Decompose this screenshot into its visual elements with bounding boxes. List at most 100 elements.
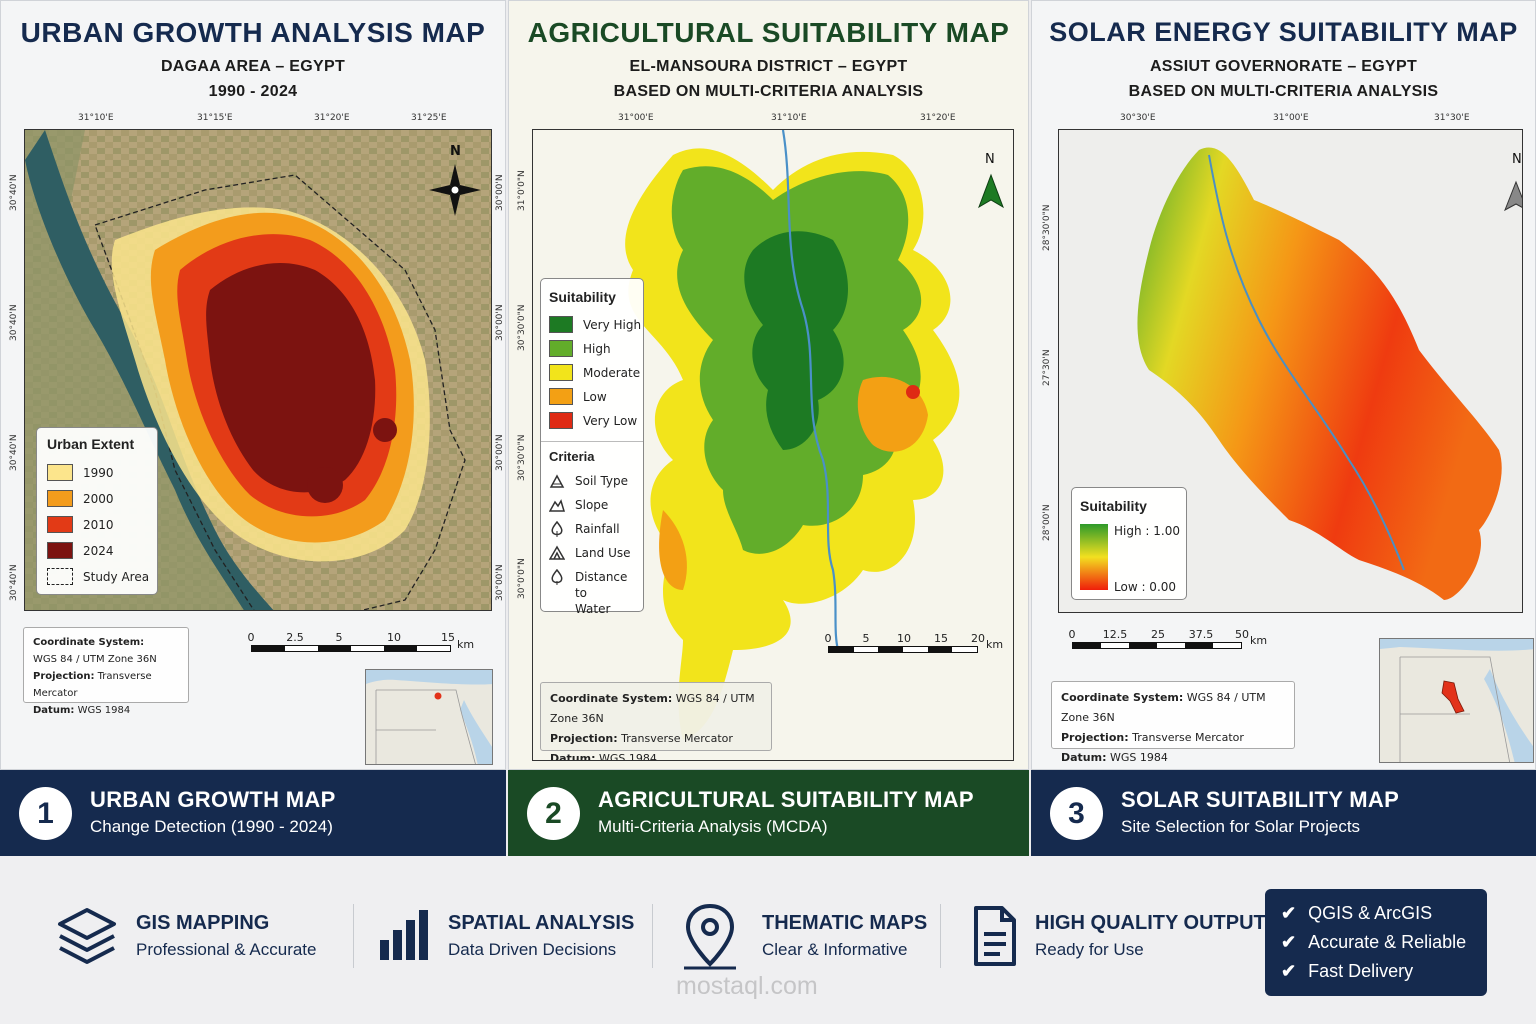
legend-swatch	[549, 340, 573, 357]
legend-title: Suitability	[549, 289, 616, 305]
top-tick: 30°30'E	[1120, 113, 1156, 123]
info-value: WGS 1984	[599, 752, 657, 761]
legend-item: High	[549, 340, 611, 357]
scale-unit: km	[457, 638, 475, 651]
info-label: Projection:	[1061, 731, 1129, 744]
info-label: Coordinate System:	[550, 692, 673, 705]
legend-label: Very High	[583, 317, 642, 332]
feature-subtitle: Professional & Accurate	[136, 940, 317, 959]
solar-map[interactable]: N Suitability High : 1.00 Low : 0.00	[1058, 129, 1523, 613]
legend-label: 2024	[83, 543, 114, 558]
right-tick: 30°00'N	[495, 564, 505, 601]
scale-label: 25	[1151, 628, 1165, 641]
left-tick: 30°40'N	[9, 304, 19, 341]
urban-extent-2024	[206, 262, 397, 503]
agricultural-suitability-panel: AGRICULTURAL SUITABILITY MAP EL-MANSOURA…	[508, 0, 1029, 770]
left-tick: 28°00'N	[1042, 504, 1052, 541]
legend-high-label: High : 1.00	[1114, 524, 1180, 538]
info-label: Projection:	[33, 671, 95, 682]
feature-title: GIS MAPPING	[136, 912, 270, 934]
band-number: 2	[527, 787, 580, 840]
band-agricultural: 2 AGRICULTURAL SUITABILITY MAP Multi-Cri…	[508, 770, 1029, 856]
scale-label: 15	[934, 632, 948, 645]
legend-item: Study Area	[47, 568, 149, 585]
bar-chart-icon	[380, 910, 428, 960]
panel-subtitle: EL-MANSOURA DISTRICT – EGYPT	[629, 58, 908, 75]
check-label: Fast Delivery	[1308, 961, 1414, 981]
left-tick: 30°40'N	[9, 434, 19, 471]
legend-swatch	[549, 364, 573, 381]
document-icon	[974, 906, 1016, 966]
legend-swatch	[47, 542, 73, 559]
criteria-label: Water	[574, 602, 611, 616]
panel-period: 1990 - 2024	[208, 83, 298, 100]
panel-method: BASED ON MULTI-CRITERIA ANALYSIS	[613, 83, 924, 100]
top-tick: 31°15'E	[197, 113, 233, 123]
legend-item: Very Low	[549, 412, 637, 429]
locator-inset	[365, 669, 493, 765]
criteria-item: Rainfall	[549, 521, 620, 537]
north-arrow-icon	[1504, 180, 1522, 212]
criteria-item: Slope	[549, 497, 608, 513]
left-tick: 31°0'0"N	[517, 170, 527, 211]
info-label: Coordinate System:	[1061, 691, 1184, 704]
panel-title: URBAN GROWTH ANALYSIS MAP	[20, 17, 486, 48]
scale-unit: km	[986, 638, 1004, 651]
legend-swatch	[47, 490, 73, 507]
info-label: Datum:	[1061, 751, 1107, 764]
legend-item: Low	[549, 388, 607, 405]
legend-low-label: Low : 0.00	[1114, 580, 1177, 594]
scale-bar: 0 5 10 15 20 km	[824, 632, 1003, 653]
info-label: Datum:	[33, 705, 75, 716]
legend-label: 2000	[83, 491, 114, 506]
land-use-icon	[549, 545, 565, 560]
band-subtitle: Multi-Criteria Analysis (MCDA)	[598, 817, 828, 836]
north-label: N	[450, 144, 461, 159]
legend-item: 1990	[47, 464, 114, 481]
criteria-label: Rainfall	[575, 522, 620, 536]
checkmark-icon: ✔	[1281, 903, 1297, 923]
gradient-ramp	[1080, 524, 1108, 590]
legend-item: Moderate	[549, 364, 640, 381]
scale-label: 10	[897, 632, 911, 645]
band-title: SOLAR SUITABILITY MAP	[1121, 787, 1400, 812]
top-tick: 31°25'E	[411, 113, 447, 123]
legend-label: High	[583, 341, 611, 356]
urban-map[interactable]: N Urban Extent 1990 2000 2010 2024 Study…	[24, 129, 492, 611]
north-label: N	[1512, 152, 1522, 167]
check-item: ✔ Accurate & Reliable	[1281, 928, 1487, 957]
right-tick: 30°00'N	[495, 434, 505, 471]
legend-title: Suitability	[1080, 498, 1147, 514]
features-footer: GIS MAPPING Professional & Accurate SPAT…	[0, 856, 1536, 1024]
top-tick: 31°20'E	[314, 113, 350, 123]
scale-label: 5	[862, 632, 870, 645]
feature-subtitle: Ready for Use	[1035, 940, 1144, 959]
feature-title: SPATIAL ANALYSIS	[448, 912, 635, 934]
criteria-label: Land Use	[575, 546, 631, 560]
locator-inset	[1379, 638, 1534, 763]
left-tick: 27°30'N	[1042, 349, 1052, 386]
top-tick: 31°00'E	[618, 113, 654, 123]
urban-legend: Urban Extent 1990 2000 2010 2024 Study A…	[36, 427, 158, 595]
scale-label: 0	[824, 632, 832, 645]
legend-item: 2024	[47, 542, 114, 559]
legend-label: Low	[583, 389, 607, 404]
criteria-label: Slope	[575, 498, 609, 512]
band-number: 3	[1050, 787, 1103, 840]
panel-title: AGRICULTURAL SUITABILITY MAP	[527, 17, 1010, 48]
legend-label: Moderate	[583, 365, 641, 380]
urban-growth-panel: URBAN GROWTH ANALYSIS MAP DAGAA AREA – E…	[0, 0, 506, 770]
agricultural-map[interactable]: N Suitability Very High High Moderate Lo…	[532, 129, 1014, 761]
water-icon	[551, 569, 563, 585]
band-title: AGRICULTURAL SUITABILITY MAP	[598, 787, 974, 812]
criteria-title: Criteria	[549, 449, 595, 464]
legend-label: 1990	[83, 465, 114, 480]
scale-label: 15	[441, 631, 455, 644]
band-number: 1	[19, 787, 72, 840]
band-solar: 3 SOLAR SUITABILITY MAP Site Selection f…	[1031, 770, 1536, 856]
feature-subtitle: Clear & Informative	[762, 940, 908, 959]
info-label: Datum:	[550, 752, 596, 761]
criteria-label: Soil Type	[575, 474, 629, 488]
criteria-label: Distance to	[574, 570, 628, 600]
legend-swatch	[549, 316, 573, 333]
